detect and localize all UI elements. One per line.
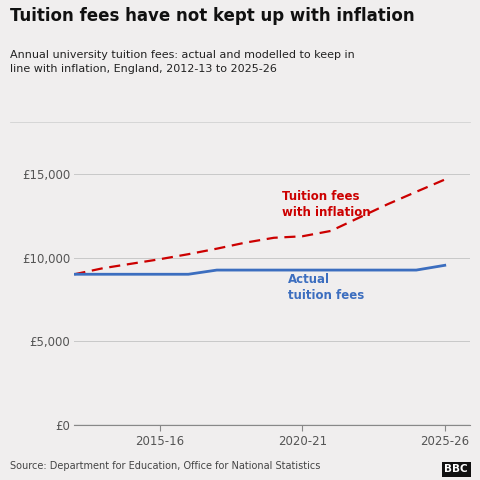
Text: Tuition fees have not kept up with inflation: Tuition fees have not kept up with infla… (10, 7, 414, 25)
Text: Source: Department for Education, Office for National Statistics: Source: Department for Education, Office… (10, 461, 320, 471)
Text: Actual
tuition fees: Actual tuition fees (288, 273, 364, 302)
Text: Tuition fees
with inflation: Tuition fees with inflation (282, 190, 371, 218)
Text: Annual university tuition fees: actual and modelled to keep in
line with inflati: Annual university tuition fees: actual a… (10, 50, 354, 74)
Text: BBC: BBC (444, 464, 468, 474)
